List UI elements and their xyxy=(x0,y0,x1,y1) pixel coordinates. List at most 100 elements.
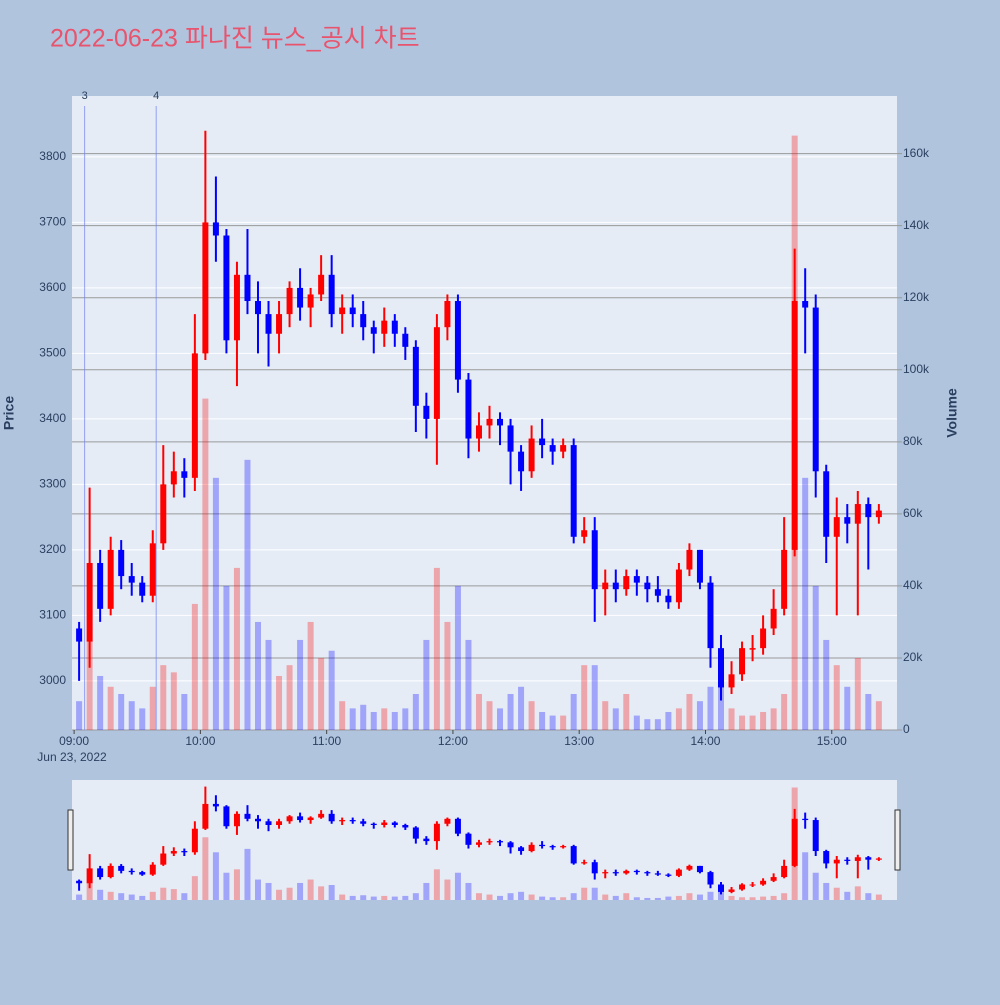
slider-candle-body xyxy=(560,846,567,848)
slider-volume-bar xyxy=(560,897,567,900)
slider-candle-body xyxy=(718,884,725,892)
volume-bar xyxy=(654,719,661,730)
chart-title: 2022-06-23 파나진 뉴스_공시 차트 xyxy=(50,25,420,53)
volume-bar xyxy=(707,686,714,730)
candle-body xyxy=(444,301,451,328)
candle-body xyxy=(518,451,525,472)
candle-body xyxy=(97,562,104,609)
slider-candle-body xyxy=(244,813,251,819)
slider-candle-body xyxy=(381,822,388,825)
slider-volume-bar xyxy=(444,879,451,900)
slider-candle-body xyxy=(128,870,135,873)
slider-volume-bar xyxy=(665,896,672,900)
volume-bar xyxy=(781,693,788,730)
slider-volume-bar xyxy=(612,895,619,900)
volume-bar xyxy=(118,693,125,730)
candle-body xyxy=(791,301,798,550)
slider-candle-body xyxy=(665,874,672,876)
slider-candle-body xyxy=(76,880,83,884)
slider-volume-bar xyxy=(570,893,577,900)
slider-candle-body xyxy=(854,857,861,861)
volume-bar xyxy=(212,477,219,730)
slider-volume-bar xyxy=(728,895,735,900)
volume-bar xyxy=(307,621,314,730)
slider-volume-bar xyxy=(244,848,251,900)
slider-handle[interactable] xyxy=(894,809,901,871)
slider-candle-body xyxy=(433,823,440,842)
volume-bar xyxy=(875,701,882,730)
slider-volume-bar xyxy=(475,893,482,900)
y2-tick-label: 20k xyxy=(903,650,923,664)
slider-candle-body xyxy=(170,851,177,854)
volume-bar xyxy=(191,603,198,730)
volume-bar xyxy=(528,701,535,730)
slider-candle-body xyxy=(465,833,472,845)
candle-body xyxy=(675,569,682,603)
x-date-label: Jun 23, 2022 xyxy=(37,750,107,764)
candle-body xyxy=(812,307,819,472)
slider-candle-body xyxy=(644,872,651,874)
slider-volume-bar xyxy=(539,896,546,900)
candle-body xyxy=(107,549,114,609)
slider-volume-bar xyxy=(465,882,472,900)
candle-body xyxy=(865,504,872,518)
slider-candle-body xyxy=(191,828,198,853)
slider-candle-body xyxy=(833,859,840,864)
candle-body xyxy=(370,327,377,334)
slider-volume-bar xyxy=(844,891,851,900)
candle-body xyxy=(339,307,346,315)
slider-candle-body xyxy=(707,872,714,885)
volume-bar xyxy=(497,708,504,730)
slider-candle-body xyxy=(423,838,430,842)
slider-volume-bar xyxy=(675,895,682,900)
slider-candle-body xyxy=(844,859,851,861)
slider-candle-body xyxy=(654,873,661,875)
candle-body xyxy=(591,530,598,590)
slider-candle-body xyxy=(581,862,588,864)
y-axis-title: Price xyxy=(1,396,17,430)
slider-volume-bar xyxy=(349,895,356,900)
slider-candle-body xyxy=(812,820,819,852)
volume-bar xyxy=(328,650,335,730)
slider-candle-body xyxy=(212,803,219,807)
candle-body xyxy=(202,222,209,354)
candle-body xyxy=(160,484,167,544)
volume-bar xyxy=(412,693,419,730)
candle-body xyxy=(328,274,335,315)
volume-bar xyxy=(402,708,409,730)
slider-volume-bar xyxy=(602,894,609,900)
slider-candle-body xyxy=(781,865,788,878)
volume-bar xyxy=(223,585,230,730)
slider-candle-body xyxy=(149,864,156,875)
candle-body xyxy=(149,543,156,596)
slider-candle-body xyxy=(286,816,293,822)
slider-volume-bar xyxy=(170,889,177,900)
volume-bar xyxy=(570,693,577,730)
candle-body xyxy=(875,510,882,518)
slider-volume-bar xyxy=(265,882,272,900)
slider-handle[interactable] xyxy=(67,809,74,871)
candle-body xyxy=(139,582,146,596)
slider-candle-body xyxy=(86,868,93,884)
volume-bar xyxy=(181,693,188,730)
slider-volume-bar xyxy=(528,894,535,900)
volume-bar xyxy=(770,708,777,730)
y-tick-label: 3200 xyxy=(39,542,66,556)
candle-body xyxy=(381,320,388,334)
candle-body xyxy=(707,582,714,649)
slider-volume-bar xyxy=(486,894,493,900)
candle-body xyxy=(76,628,83,642)
volume-bar xyxy=(549,715,556,730)
slider-volume-bar xyxy=(118,893,125,900)
candle-body xyxy=(233,274,240,341)
slider-candle-body xyxy=(276,821,283,825)
y-tick-label: 3500 xyxy=(39,346,66,360)
y-tick-label: 3600 xyxy=(39,280,66,294)
candle-body xyxy=(833,517,840,537)
candle-body xyxy=(297,287,304,308)
volume-bar xyxy=(160,665,167,730)
candle-body xyxy=(802,301,809,308)
candle-body xyxy=(465,379,472,439)
candle-body xyxy=(286,287,293,315)
slider-volume-bar xyxy=(633,897,640,900)
